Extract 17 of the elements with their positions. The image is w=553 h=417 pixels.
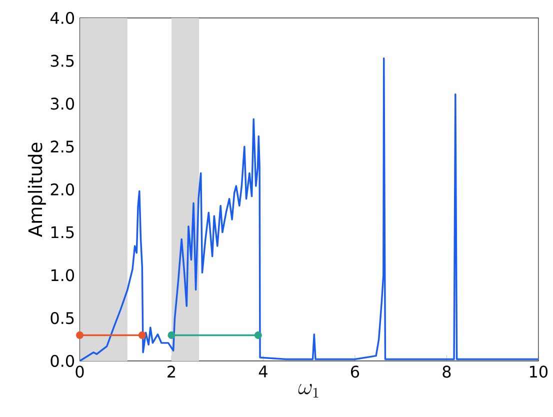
x-tick-label: 10 <box>530 366 548 378</box>
y-tick-label: 1.5 <box>51 226 74 238</box>
x-tick-label: 6 <box>350 366 360 378</box>
y-tick-label: 1.0 <box>51 269 74 282</box>
y-tick-label: 0.0 <box>50 355 74 368</box>
y-tick-label: 3.5 <box>50 54 74 67</box>
x-tick-label: 2 <box>168 366 175 378</box>
y-tick-label: 0.5 <box>50 312 74 324</box>
y-axis-title: Amplitude <box>28 142 46 238</box>
x-axis-title: $\omega_1$ <box>298 384 318 398</box>
x-tick-label: 8 <box>442 366 451 378</box>
y-tick-label: 2.0 <box>50 184 74 196</box>
x-tick-label: 0 <box>76 366 84 378</box>
y-tick-label: 3.0 <box>50 98 74 110</box>
x-tick-label: 4 <box>258 366 268 378</box>
y-tick-label: 4.0 <box>50 12 74 24</box>
y-tick-label: 2.5 <box>50 140 74 153</box>
